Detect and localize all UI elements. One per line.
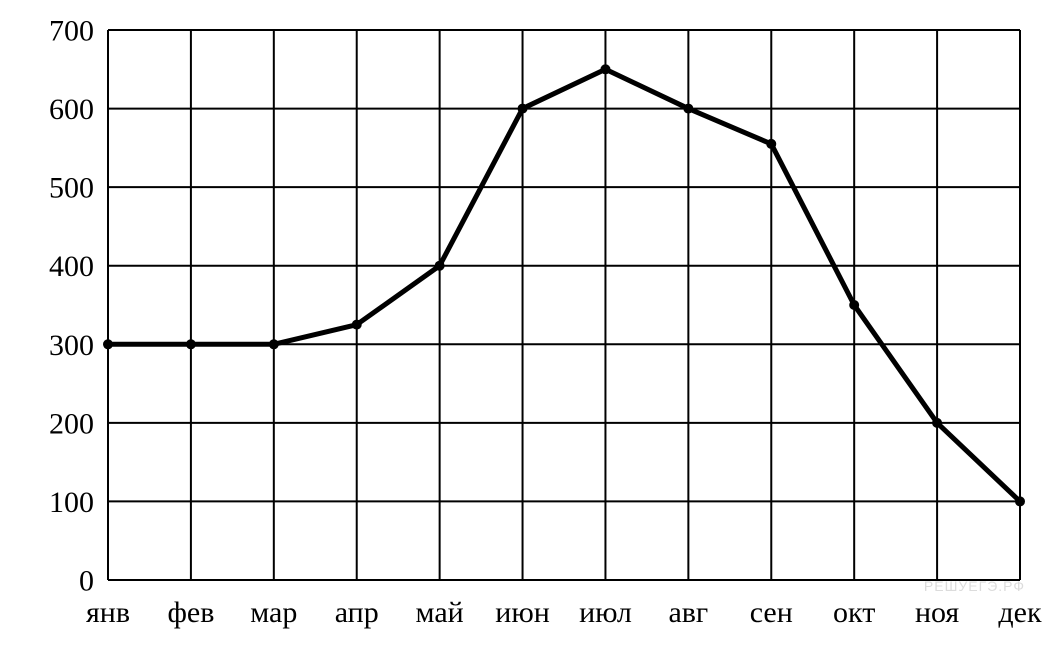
x-tick-label: сен bbox=[750, 596, 793, 629]
data-point bbox=[600, 64, 610, 74]
y-tick-label: 500 bbox=[49, 172, 94, 205]
y-tick-label: 200 bbox=[49, 407, 94, 440]
data-point bbox=[103, 339, 113, 349]
x-tick-label: июн bbox=[495, 596, 550, 629]
data-point bbox=[932, 418, 942, 428]
chart-background bbox=[0, 0, 1043, 656]
y-tick-label: 600 bbox=[49, 93, 94, 126]
data-point bbox=[269, 339, 279, 349]
data-point bbox=[849, 300, 859, 310]
data-point bbox=[518, 104, 528, 114]
data-point bbox=[352, 320, 362, 330]
data-point bbox=[435, 261, 445, 271]
x-tick-label: июл bbox=[579, 596, 632, 629]
x-tick-label: фев bbox=[167, 596, 214, 629]
data-point bbox=[766, 139, 776, 149]
line-chart: 0 100 200 300 400 500 600 700 янв фев мар апр майиюн… bbox=[0, 0, 1043, 656]
x-tick-label: дек bbox=[998, 596, 1042, 629]
x-tick-label: авг bbox=[668, 596, 708, 629]
y-tick-label: 0 bbox=[79, 565, 94, 598]
x-tick-label: май bbox=[416, 596, 464, 629]
data-point bbox=[186, 339, 196, 349]
y-tick-label: 100 bbox=[49, 486, 94, 519]
y-tick-label: 400 bbox=[49, 250, 94, 283]
x-tick-label: ноя bbox=[915, 596, 959, 629]
x-tick-label: окт bbox=[833, 596, 875, 629]
x-tick-label: апр bbox=[335, 596, 379, 629]
data-point bbox=[683, 104, 693, 114]
data-point bbox=[1015, 496, 1025, 506]
x-tick-label: мар bbox=[250, 596, 297, 629]
chart-svg: 0 100 200 300 400 500 600 700 янв фев мар апр майиюн… bbox=[0, 0, 1043, 656]
x-tick-label: янв bbox=[86, 596, 130, 629]
y-tick-label: 300 bbox=[49, 329, 94, 362]
y-tick-label: 700 bbox=[49, 15, 94, 48]
